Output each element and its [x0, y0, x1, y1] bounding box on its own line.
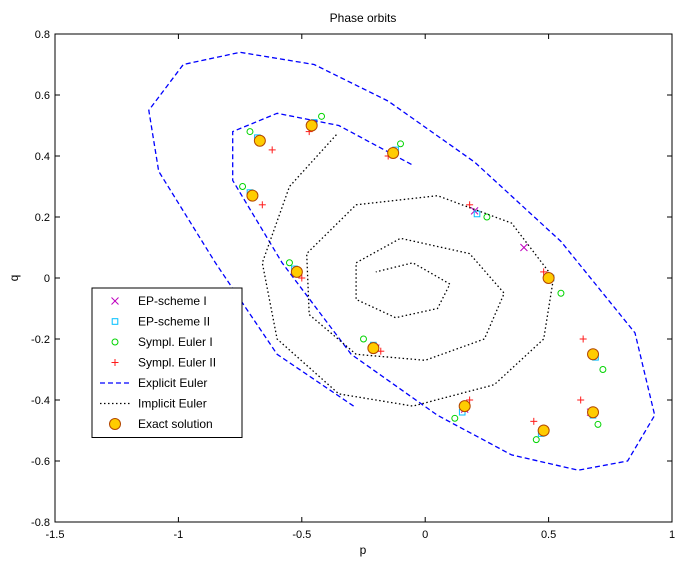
x-marker-stroke [111, 297, 119, 305]
x-axis-label: p [360, 543, 367, 557]
y-tick-label: -0.2 [31, 334, 50, 346]
plus-marker [530, 417, 538, 425]
legend-item: Implicit Euler [100, 397, 207, 411]
series-sympl-euler-i [239, 112, 607, 444]
x-marker-stroke [520, 243, 528, 252]
legend-label: Explicit Euler [138, 376, 207, 390]
filled-circle-marker [537, 424, 550, 437]
plus-marker [577, 396, 585, 404]
circle-marker [246, 128, 254, 136]
circle-marker [532, 436, 540, 444]
y-axis-label: q [7, 275, 21, 282]
y-tick-label: 0 [44, 273, 50, 285]
plus-marker [466, 396, 474, 404]
y-tick-label: -0.6 [31, 456, 50, 468]
x-tick-label: 0 [422, 529, 428, 541]
legend-item: EP-scheme I [111, 294, 207, 308]
filled-circle-marker [542, 272, 555, 284]
filled-circle-marker [253, 134, 266, 147]
x-tick-label: -1 [174, 529, 184, 541]
legend-item: Sympl. Euler II [111, 356, 216, 370]
legend-label: EP-scheme II [138, 315, 210, 329]
filled-circle-marker [587, 348, 600, 361]
legend-label: EP-scheme I [138, 294, 207, 308]
legend-label: Sympl. Euler II [138, 356, 216, 370]
circle-marker [239, 183, 247, 190]
filled-circle-marker [305, 119, 318, 132]
series-explicit-euler [148, 51, 656, 471]
square-marker [473, 210, 481, 218]
filled-circle-marker [458, 400, 471, 413]
x-tick-label: -0.5 [292, 529, 311, 541]
circle-marker [397, 140, 404, 148]
circle-marker [557, 289, 565, 297]
circle-marker [483, 213, 491, 221]
legend-item: Sympl. Euler I [111, 335, 213, 349]
series-line [148, 51, 656, 471]
legend: EP-scheme I EP-scheme II Sympl. Euler I Sym… [91, 287, 243, 438]
axis-ticks: -1.5 -1 -0.5 0 0.5 1 -0.8 -0.6 -0.4 -0.2 0 0.2 0.4 0.… [31, 29, 675, 541]
circle-marker [451, 414, 459, 422]
legend-item: EP-scheme II [111, 315, 210, 329]
circle-marker [285, 259, 293, 267]
y-tick-label: 0.2 [35, 212, 50, 224]
x-tick-label: -1.5 [46, 529, 65, 541]
plus-marker [111, 359, 119, 366]
circle-marker [360, 335, 367, 343]
filled-circle-marker [387, 146, 400, 159]
y-tick-label: 0.6 [35, 90, 50, 102]
y-tick-label: 0.4 [35, 151, 50, 163]
plus-marker [258, 201, 266, 209]
square-marker [111, 318, 119, 325]
y-tick-label: -0.8 [31, 517, 50, 529]
circle-marker [594, 420, 602, 428]
plus-marker [579, 335, 587, 343]
filled-circle-marker [367, 342, 380, 355]
x-marker [520, 243, 528, 252]
y-tick-label: -0.4 [31, 395, 50, 407]
legend-item: Exact solution [109, 417, 213, 431]
circle-marker [111, 338, 119, 346]
filled-circle-marker [246, 189, 259, 202]
x-marker [111, 297, 119, 305]
series-exact-solution [246, 119, 600, 437]
y-tick-label: 0.8 [35, 29, 50, 41]
legend-label: Implicit Euler [138, 397, 207, 411]
x-tick-label: 1 [669, 529, 675, 541]
plus-marker [298, 274, 306, 282]
filled-circle-marker [587, 406, 600, 419]
circle-marker [318, 112, 326, 120]
plus-marker [540, 268, 548, 276]
plus-marker [268, 146, 276, 154]
filled-circle-marker [109, 418, 121, 430]
legend-label: Exact solution [138, 417, 213, 431]
legend-label: Sympl. Euler I [138, 335, 213, 349]
x-tick-label: 0.5 [541, 529, 556, 541]
series-implicit-euler [261, 134, 555, 407]
filled-circle-marker [290, 265, 303, 278]
circle-marker [599, 366, 607, 373]
chart-title: Phase orbits [330, 11, 397, 25]
series-line [261, 134, 555, 407]
series-layer [148, 51, 656, 471]
legend-item: Explicit Euler [100, 376, 207, 390]
